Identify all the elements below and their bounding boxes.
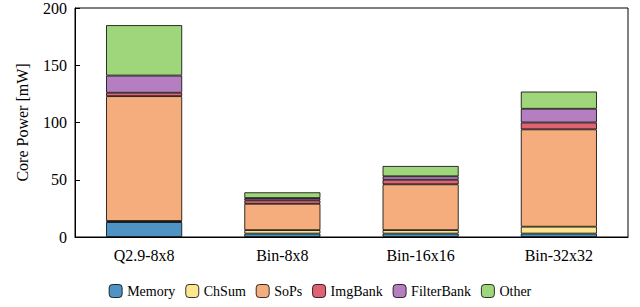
svg-text:0: 0 xyxy=(59,229,67,246)
svg-text:Other: Other xyxy=(499,284,531,299)
svg-text:ImgBank: ImgBank xyxy=(331,284,383,299)
svg-text:FilterBank: FilterBank xyxy=(411,284,471,299)
svg-text:Core Power [mW]: Core Power [mW] xyxy=(14,63,31,181)
svg-text:SoPs: SoPs xyxy=(274,284,302,299)
svg-text:150: 150 xyxy=(43,57,67,74)
svg-text:Memory: Memory xyxy=(127,284,175,299)
svg-text:Bin-32x32: Bin-32x32 xyxy=(525,247,593,264)
svg-text:200: 200 xyxy=(43,0,67,17)
svg-text:ChSum: ChSum xyxy=(204,284,246,299)
svg-text:Bin-16x16: Bin-16x16 xyxy=(386,247,454,264)
svg-text:Bin-8x8: Bin-8x8 xyxy=(256,247,308,264)
svg-text:100: 100 xyxy=(43,114,67,131)
svg-text:Q2.9-8x8: Q2.9-8x8 xyxy=(114,247,175,264)
svg-text:50: 50 xyxy=(51,171,67,188)
